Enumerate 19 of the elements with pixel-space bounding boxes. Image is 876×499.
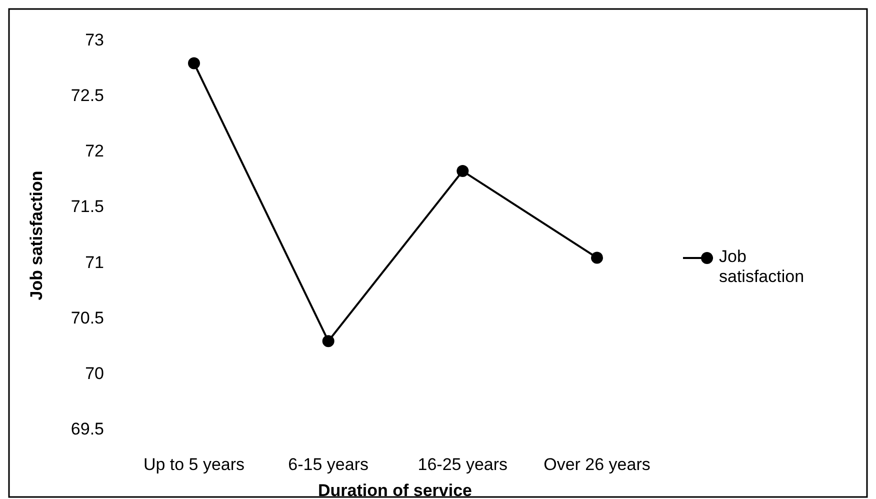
x-tick-label: Up to 5 years — [143, 455, 245, 474]
point — [322, 335, 334, 348]
point — [456, 165, 469, 178]
point — [591, 252, 603, 264]
y-tick-label: 70 — [85, 364, 104, 383]
y-tick-label: 71.5 — [70, 197, 104, 216]
y-tick-label: 72.5 — [70, 86, 104, 106]
y-tick-label: 69.5 — [70, 419, 104, 438]
legend-label: Job satisfaction — [719, 247, 804, 286]
x-axis-title: Duration of service — [318, 481, 472, 499]
y-tick-label: 73 — [85, 30, 104, 50]
point — [188, 57, 200, 70]
y-axis-title: Job satisfaction — [27, 170, 46, 300]
y-tick-label: 72 — [85, 142, 104, 161]
x-tick-label: 16-25 years — [418, 455, 508, 474]
x-tick-label: 6-15 years — [288, 455, 368, 474]
x-tick-label: Over 26 years — [544, 455, 650, 474]
y-tick-label: 71 — [85, 252, 104, 272]
y-tick-label: 70.5 — [70, 308, 104, 328]
